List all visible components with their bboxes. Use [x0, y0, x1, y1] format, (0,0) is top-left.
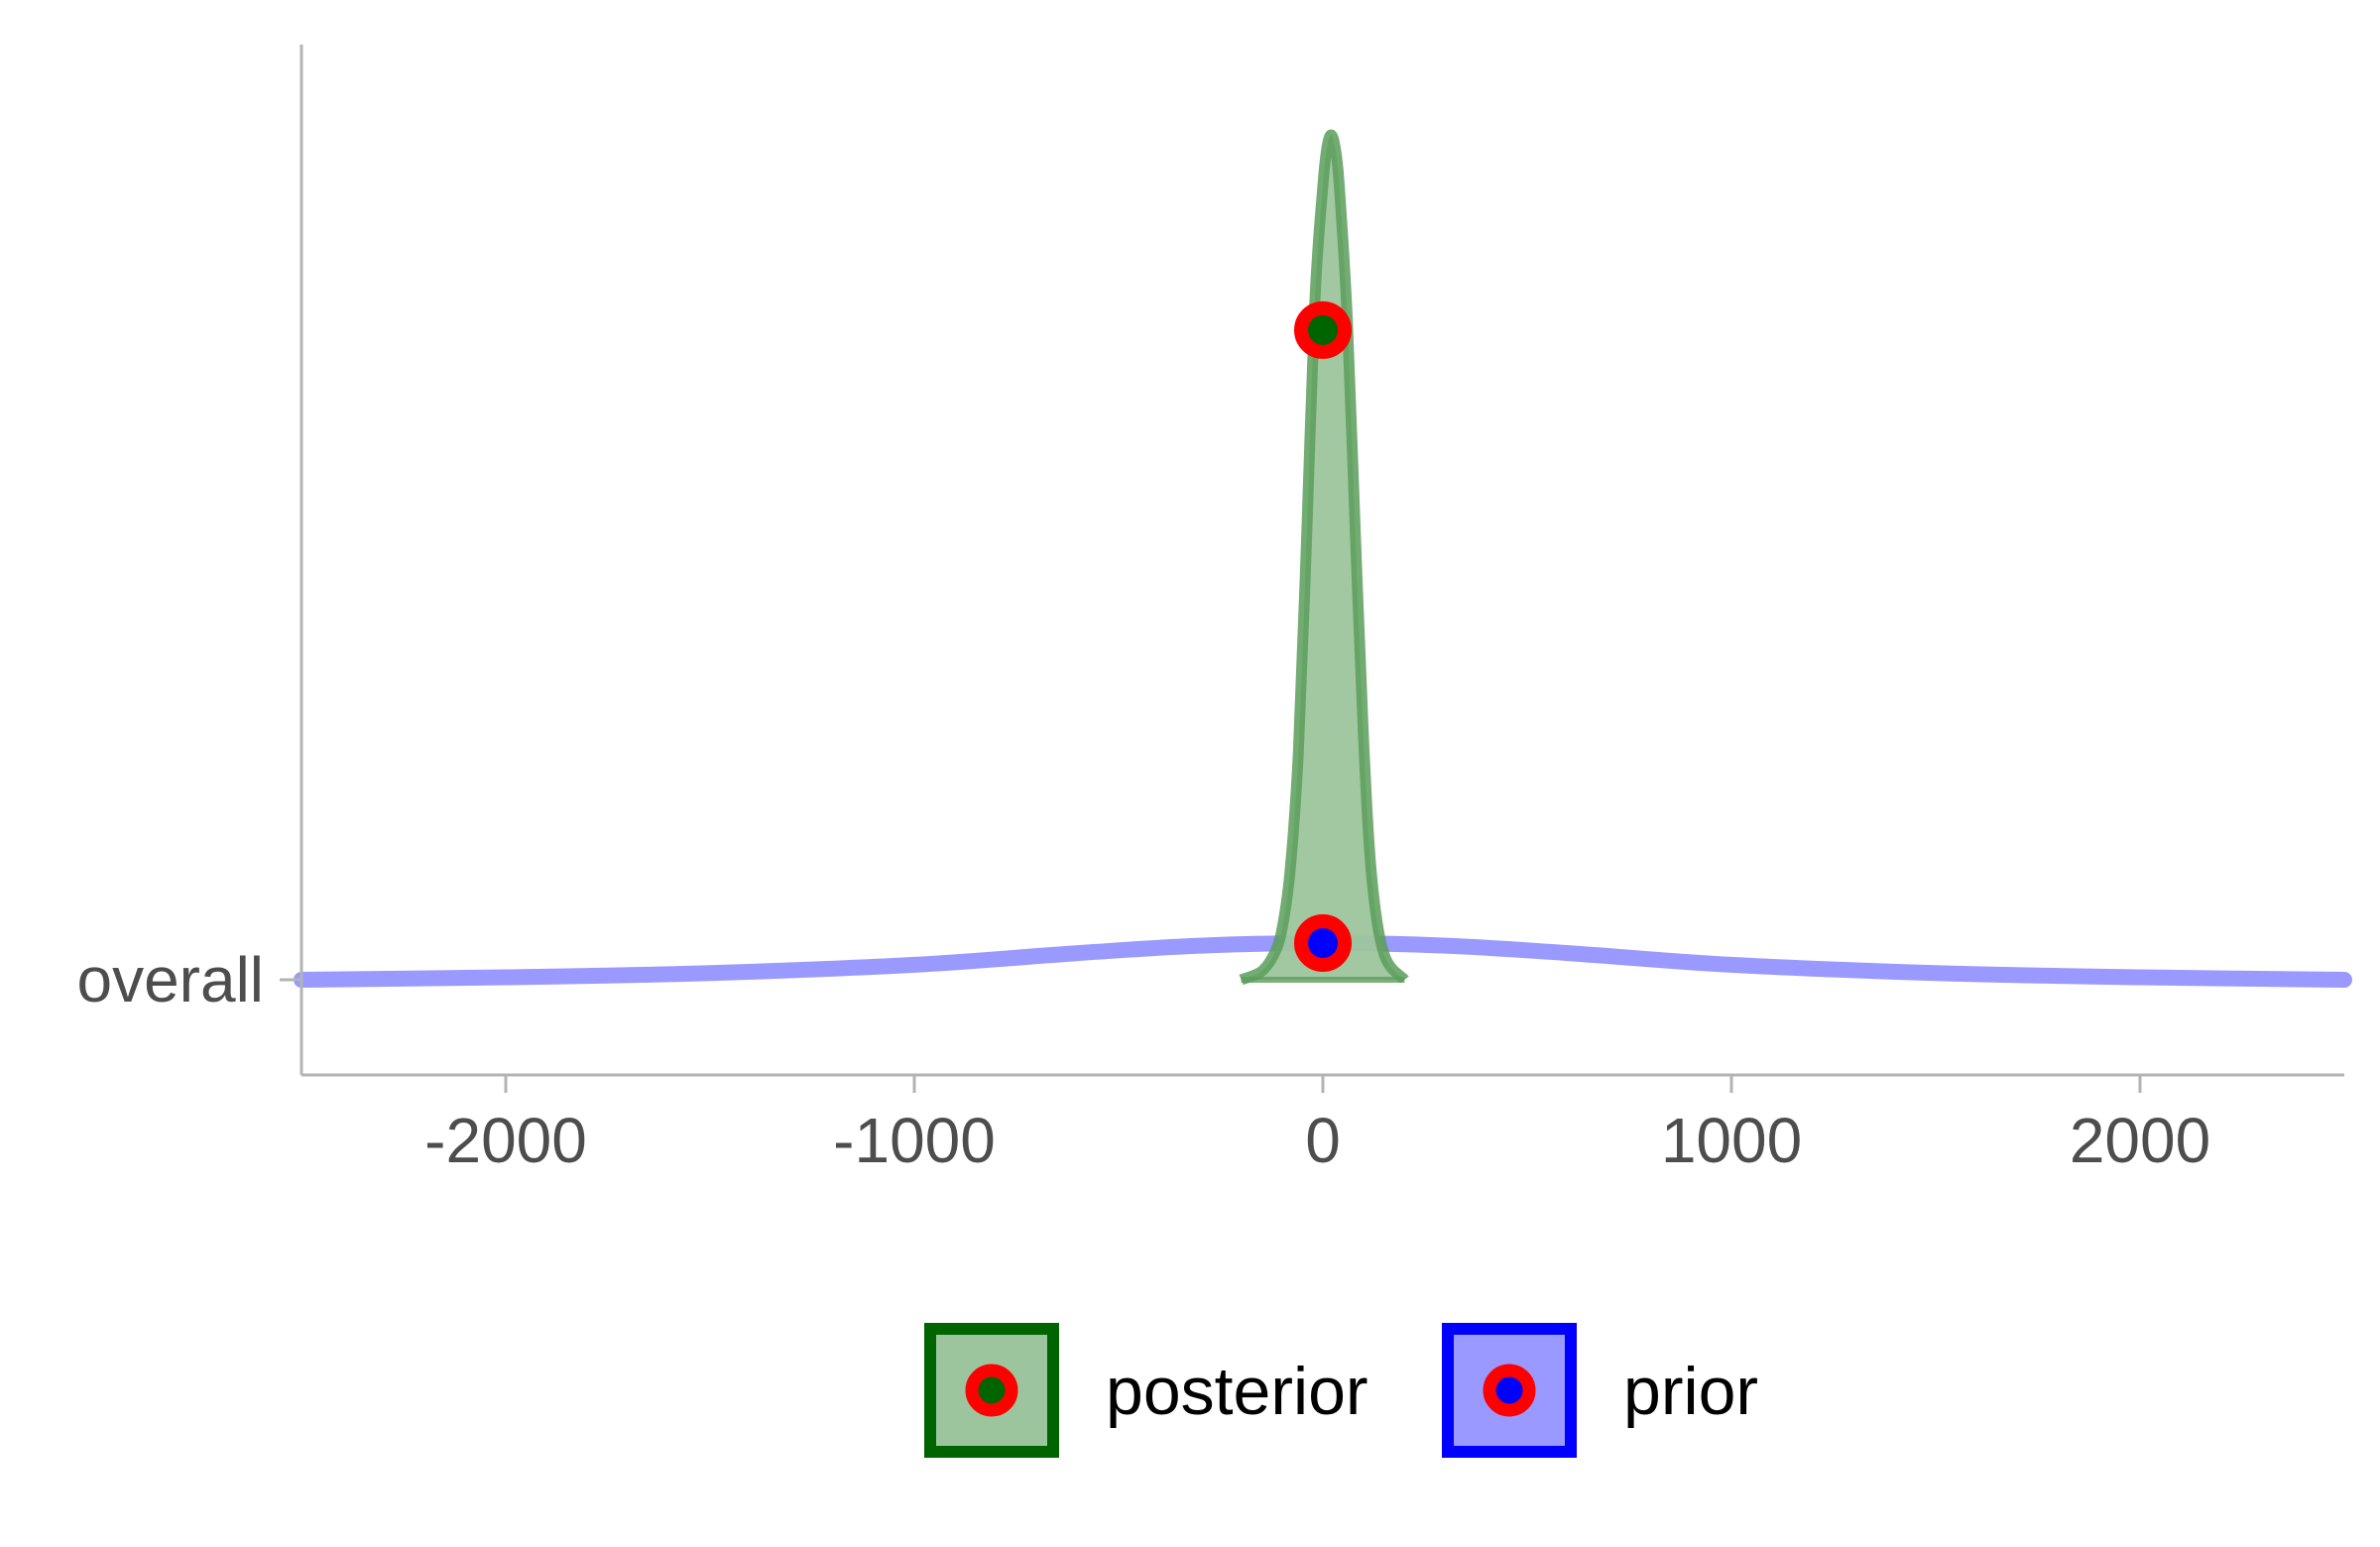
series-layer	[294, 129, 2352, 988]
x-tick-label: -1000	[833, 1105, 996, 1176]
legend-item-posterior: posterior	[924, 1323, 1368, 1458]
prior-point-estimate	[1294, 914, 1352, 973]
x-tick-label: -2000	[424, 1105, 587, 1176]
x-tick-label: 1000	[1661, 1105, 1802, 1176]
posterior-density-area	[1241, 135, 1405, 980]
x-tick-label: 2000	[2070, 1105, 2210, 1176]
x-tick-label: 0	[1305, 1105, 1341, 1176]
legend-item-prior: prior	[1442, 1323, 1758, 1458]
legend-label: posterior	[1106, 1354, 1368, 1429]
legend-point-icon	[1483, 1364, 1536, 1417]
posterior-density-line	[1239, 129, 1409, 986]
y-tick-label-overall: overall	[76, 944, 264, 1015]
axes-layer: overall	[76, 45, 2344, 1077]
legend-point-icon	[965, 1364, 1018, 1417]
x-tick-labels: -2000 -1000 0 1000 2000	[424, 1075, 2210, 1176]
posterior-point-estimate	[1294, 300, 1352, 359]
legend-label: prior	[1623, 1354, 1758, 1429]
legend: posterior prior	[924, 1323, 1758, 1458]
